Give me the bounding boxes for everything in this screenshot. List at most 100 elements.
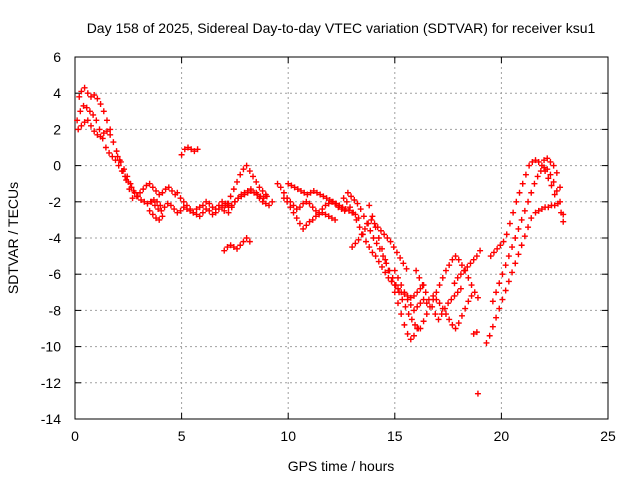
data-point-marker — [161, 204, 168, 211]
axis-ticks — [74, 56, 609, 420]
data-point-marker — [458, 262, 465, 269]
data-point-marker — [470, 256, 477, 263]
data-point-marker — [522, 171, 529, 178]
data-point-marker — [387, 238, 394, 245]
data-point-marker — [370, 235, 377, 241]
data-point-marker — [551, 202, 558, 209]
data-point-marker — [547, 171, 554, 178]
data-point-marker — [515, 251, 522, 258]
data-point-marker — [382, 269, 389, 276]
series-trace-21 — [417, 253, 481, 332]
data-point-marker — [322, 211, 329, 218]
data-point-marker — [521, 233, 528, 240]
data-point-marker — [541, 164, 548, 171]
data-point-marker — [550, 178, 557, 185]
data-point-marker — [149, 184, 156, 191]
data-point-marker — [518, 216, 525, 223]
data-point-marker — [137, 189, 144, 196]
data-point-marker — [91, 128, 98, 135]
data-point-marker — [133, 193, 140, 200]
data-point-marker — [366, 244, 373, 251]
data-point-marker — [515, 225, 522, 232]
data-point-marker — [457, 271, 464, 278]
data-point-marker — [235, 195, 242, 202]
data-point-marker — [347, 204, 354, 211]
data-point-marker — [420, 318, 427, 325]
data-point-marker — [513, 198, 520, 205]
data-point-marker — [490, 249, 497, 256]
series-trace-30 — [532, 202, 558, 216]
data-point-marker — [100, 108, 107, 115]
data-point-marker — [497, 242, 504, 249]
data-point-marker — [401, 289, 408, 296]
data-point-marker — [521, 207, 528, 214]
x-tick-label: 15 — [387, 428, 403, 444]
data-point-marker — [363, 238, 370, 245]
x-tick-label: 10 — [280, 428, 296, 444]
data-point-marker — [528, 215, 535, 222]
data-point-marker — [436, 282, 443, 289]
series-trace-12 — [221, 235, 253, 254]
data-point-marker — [553, 169, 560, 176]
data-point-marker — [496, 280, 503, 287]
data-point-marker — [417, 325, 424, 332]
data-point-marker — [461, 267, 468, 274]
data-point-marker — [407, 294, 414, 301]
data-point-marker — [457, 285, 464, 292]
data-point-marker — [340, 195, 347, 202]
data-point-marker — [451, 280, 458, 287]
data-point-marker — [548, 182, 555, 189]
data-point-marker — [430, 292, 437, 299]
data-point-marker — [246, 168, 253, 175]
data-point-marker — [328, 215, 335, 222]
data-point-marker — [149, 211, 156, 218]
data-point-marker — [194, 146, 201, 153]
data-point-marker — [510, 209, 517, 216]
data-point-marker — [78, 88, 85, 95]
data-point-marker — [87, 93, 94, 100]
data-point-marker — [156, 191, 163, 198]
data-point-marker — [388, 278, 395, 285]
data-point-marker — [525, 224, 532, 231]
data-point-marker — [287, 204, 294, 211]
data-point-marker — [448, 296, 455, 303]
data-point-marker — [178, 151, 185, 158]
data-point-marker — [372, 224, 379, 231]
data-point-marker — [316, 211, 323, 218]
data-point-marker — [474, 294, 481, 301]
data-point-marker — [212, 209, 219, 216]
data-point-marker — [196, 213, 203, 220]
data-point-marker — [187, 206, 194, 213]
data-point-marker — [277, 184, 284, 191]
data-point-marker — [405, 311, 412, 318]
data-point-marker — [339, 204, 346, 211]
data-point-marker — [345, 207, 352, 214]
series-trace-19 — [366, 202, 421, 343]
data-point-marker — [250, 173, 257, 180]
x-tick-label: 25 — [600, 428, 616, 444]
data-point-marker — [199, 209, 206, 216]
data-point-marker — [180, 204, 187, 211]
data-point-marker — [148, 198, 155, 205]
data-point-marker — [404, 296, 411, 303]
data-point-marker — [487, 253, 494, 260]
data-point-marker — [259, 187, 266, 194]
data-point-marker — [156, 216, 163, 223]
data-point-marker — [83, 104, 90, 111]
data-point-marker — [455, 256, 462, 263]
data-point-marker — [206, 207, 213, 214]
data-point-marker — [545, 204, 552, 211]
data-point-marker — [221, 207, 228, 214]
data-point-marker — [516, 189, 523, 196]
data-point-marker — [399, 296, 406, 303]
data-point-marker — [221, 247, 228, 254]
y-tick-label: -12 — [41, 375, 61, 391]
data-point-marker — [155, 206, 162, 213]
data-point-marker — [500, 238, 507, 245]
data-point-marker — [240, 238, 247, 245]
data-point-marker — [407, 336, 414, 343]
data-point-marker — [332, 216, 339, 223]
data-point-marker — [243, 235, 250, 241]
data-point-marker — [184, 144, 191, 151]
data-point-marker — [419, 282, 426, 289]
